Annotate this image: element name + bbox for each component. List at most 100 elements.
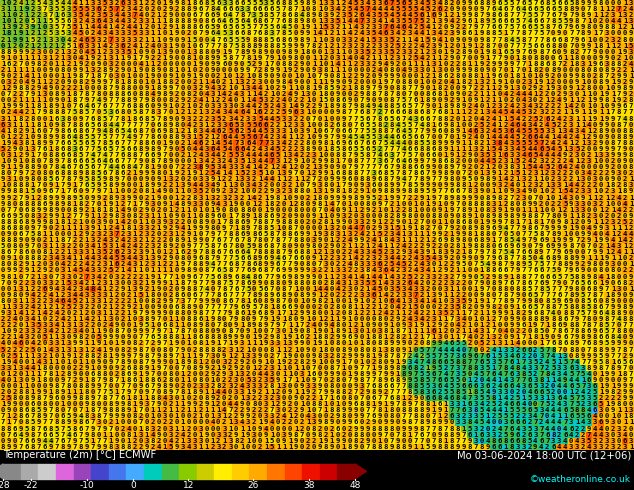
Text: 1: 1 <box>569 225 573 231</box>
Text: 2: 2 <box>611 158 615 164</box>
Text: 8: 8 <box>276 237 280 243</box>
Text: 6: 6 <box>599 310 604 316</box>
Text: 2: 2 <box>545 103 550 109</box>
Text: 3: 3 <box>557 176 562 182</box>
Text: 1: 1 <box>467 140 472 146</box>
Text: 4: 4 <box>497 425 501 432</box>
Text: 2: 2 <box>91 346 95 352</box>
Text: 2: 2 <box>168 182 172 188</box>
Text: 4: 4 <box>300 12 304 18</box>
Text: 2: 2 <box>120 365 125 371</box>
Text: 7: 7 <box>545 49 550 55</box>
Text: 3: 3 <box>389 231 394 237</box>
Text: 1: 1 <box>157 262 160 268</box>
Text: 0: 0 <box>347 91 352 97</box>
Text: 0: 0 <box>420 395 424 401</box>
Text: 9: 9 <box>294 268 298 273</box>
Text: 9: 9 <box>359 189 364 195</box>
Text: 7: 7 <box>545 262 550 268</box>
Text: 7: 7 <box>192 243 197 249</box>
Text: 4: 4 <box>61 164 65 170</box>
Text: 7: 7 <box>533 280 538 286</box>
Text: 6: 6 <box>420 164 424 170</box>
Text: 8: 8 <box>306 85 310 91</box>
Text: 2: 2 <box>37 304 41 310</box>
Text: 2: 2 <box>91 262 95 268</box>
Text: 7: 7 <box>623 122 627 127</box>
Text: 2: 2 <box>408 255 412 261</box>
Text: 1: 1 <box>180 425 184 432</box>
Text: 9: 9 <box>49 444 53 450</box>
Text: 8: 8 <box>617 61 621 67</box>
Text: 4: 4 <box>347 262 352 268</box>
Text: 2: 2 <box>276 109 280 116</box>
Text: 3: 3 <box>61 334 65 341</box>
Text: 1: 1 <box>67 225 71 231</box>
Text: 5: 5 <box>72 109 77 116</box>
Text: 3: 3 <box>497 182 501 188</box>
Text: 3: 3 <box>581 438 585 444</box>
Text: 0: 0 <box>599 176 604 182</box>
Text: 2: 2 <box>563 158 567 164</box>
Text: 0: 0 <box>450 67 454 73</box>
Text: 1: 1 <box>72 61 77 67</box>
Text: 6: 6 <box>420 432 424 438</box>
Text: 6: 6 <box>593 383 597 389</box>
Text: 9: 9 <box>623 152 627 158</box>
Text: 1: 1 <box>599 109 604 116</box>
Text: 8: 8 <box>282 292 287 298</box>
Text: 0: 0 <box>1 371 5 377</box>
Text: 4: 4 <box>485 438 489 444</box>
Text: 1: 1 <box>587 116 592 122</box>
Text: 1: 1 <box>401 298 406 304</box>
Text: 0: 0 <box>19 371 23 377</box>
Text: 9: 9 <box>138 67 143 73</box>
Text: 2: 2 <box>342 43 346 49</box>
Text: 7: 7 <box>96 377 101 383</box>
Text: 1: 1 <box>55 12 59 18</box>
Text: 7: 7 <box>79 182 83 188</box>
Text: 7: 7 <box>515 30 519 36</box>
Text: 0: 0 <box>503 304 508 310</box>
Text: 1: 1 <box>593 189 597 195</box>
Text: 8: 8 <box>437 91 442 97</box>
Text: 9: 9 <box>25 432 29 438</box>
Text: 9: 9 <box>617 292 621 298</box>
Text: 3: 3 <box>491 359 496 365</box>
Text: 2: 2 <box>192 116 197 122</box>
Text: 5: 5 <box>479 414 484 419</box>
Text: 9: 9 <box>455 262 460 268</box>
Text: 2: 2 <box>306 438 310 444</box>
Text: 9: 9 <box>342 140 346 146</box>
Text: 7: 7 <box>587 6 592 12</box>
Text: 6: 6 <box>84 140 89 146</box>
Text: 3: 3 <box>347 37 352 43</box>
Text: 1: 1 <box>467 389 472 395</box>
Text: 3: 3 <box>521 383 526 389</box>
Text: 2: 2 <box>133 249 137 255</box>
Text: 3: 3 <box>282 170 287 176</box>
Text: 7: 7 <box>467 346 472 352</box>
Text: 7: 7 <box>515 43 519 49</box>
Text: 9: 9 <box>491 219 496 225</box>
Text: 1: 1 <box>432 401 436 407</box>
Text: 8: 8 <box>115 407 119 413</box>
Text: 6: 6 <box>503 6 508 12</box>
Text: 9: 9 <box>617 98 621 103</box>
Text: 2: 2 <box>222 189 226 195</box>
Text: 8: 8 <box>13 225 17 231</box>
Text: 5: 5 <box>425 353 430 359</box>
Text: 9: 9 <box>120 341 125 346</box>
Text: 0: 0 <box>300 73 304 79</box>
Text: 4: 4 <box>389 6 394 12</box>
Text: 2: 2 <box>288 419 292 425</box>
Text: 4: 4 <box>13 359 17 365</box>
Text: 8: 8 <box>593 304 597 310</box>
Text: 3: 3 <box>354 328 358 334</box>
Text: 7: 7 <box>96 152 101 158</box>
Text: 7: 7 <box>497 67 501 73</box>
Text: 5: 5 <box>55 0 59 6</box>
Text: 2: 2 <box>330 414 334 419</box>
Text: 5: 5 <box>443 389 448 395</box>
Text: 8: 8 <box>396 213 400 219</box>
